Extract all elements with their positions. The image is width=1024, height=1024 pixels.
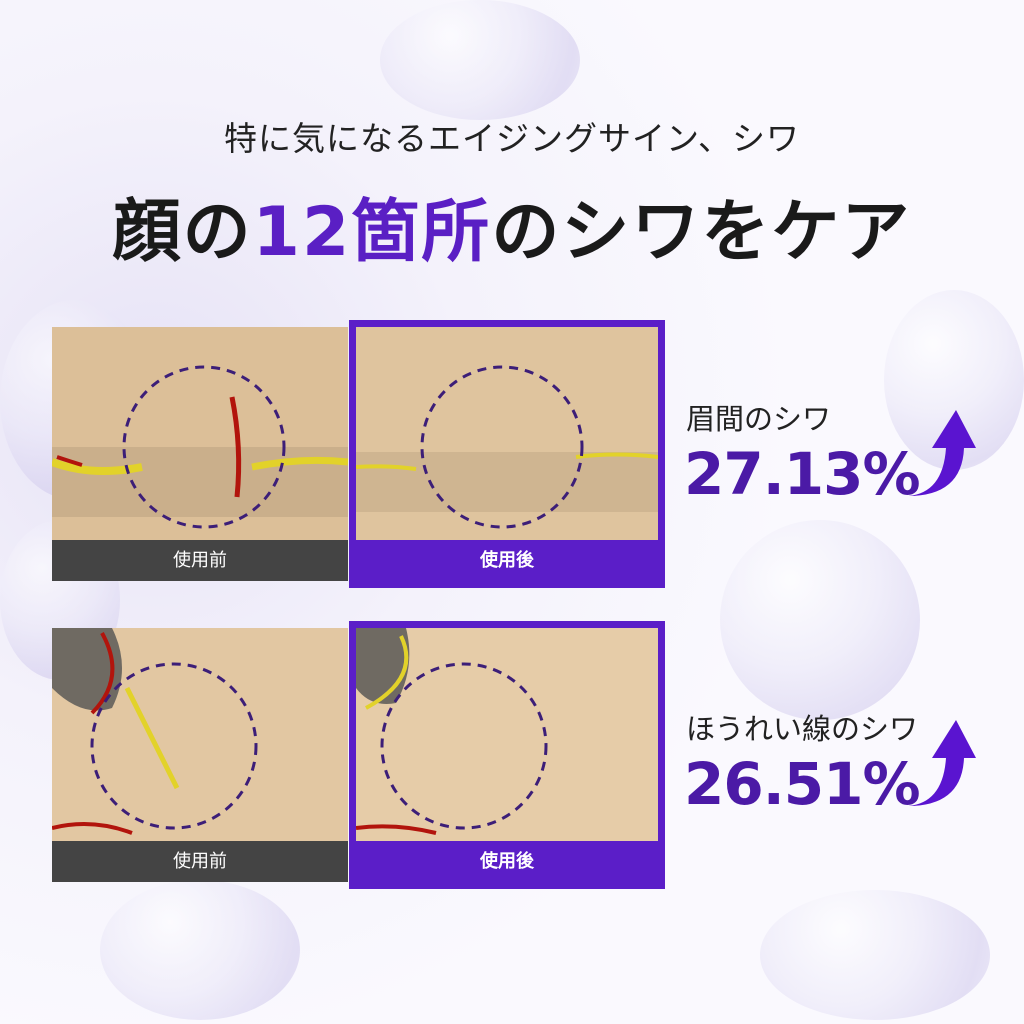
before-image-panel: 使用前: [52, 628, 348, 882]
stat-value: 27.13%: [684, 440, 921, 508]
before-label: 使用前: [173, 550, 227, 571]
before-label: 使用前: [173, 851, 227, 872]
before-image-panel: 使用前: [52, 327, 348, 581]
bubble-decoration: [720, 520, 920, 720]
arrow-up-icon: [908, 720, 976, 806]
skin-photo-before: [52, 327, 348, 540]
skin-photo-after: [356, 327, 658, 540]
stat-area-label: 眉間のシワ: [686, 402, 832, 436]
stat-area-label: ほうれい線のシワ: [686, 712, 919, 746]
arrow-up-icon: [908, 410, 976, 496]
bubble-decoration: [760, 890, 990, 1020]
bubble-decoration: [380, 0, 580, 120]
bubble-decoration: [100, 880, 300, 1020]
title-text: 顔の: [112, 193, 253, 272]
subtitle: 特に気になるエイジングサイン、シワ: [223, 119, 801, 158]
title-highlight: 12箇所: [252, 193, 492, 272]
skin-photo-before: [52, 628, 348, 841]
after-label: 使用後: [480, 550, 534, 571]
after-image-panel: 使用後: [349, 621, 665, 889]
stat-value: 26.51%: [684, 750, 921, 818]
title-text: のシワをケア: [491, 193, 912, 272]
after-label: 使用後: [480, 851, 534, 872]
page-title: 顔の12箇所のシワをケア: [0, 176, 1024, 275]
skin-photo-after: [356, 628, 658, 841]
after-image-panel: 使用後: [349, 320, 665, 588]
